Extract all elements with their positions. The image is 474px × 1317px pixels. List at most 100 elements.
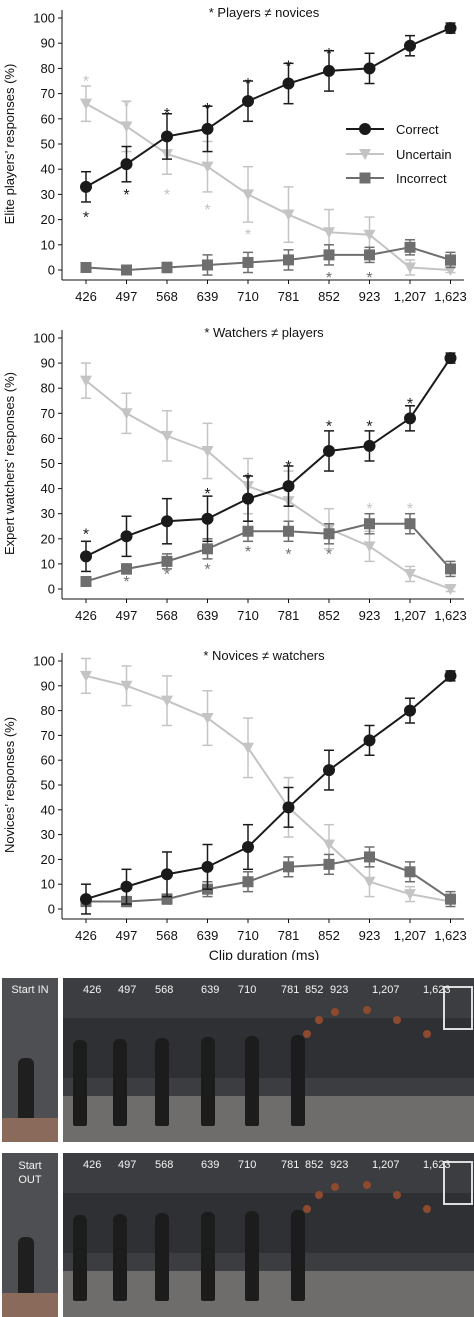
player-figure <box>201 1212 215 1301</box>
x-tick-label: 781 <box>278 928 300 943</box>
significance-star: * <box>164 566 170 583</box>
y-tick-label: 30 <box>41 187 55 202</box>
x-tick-label: 710 <box>237 289 259 304</box>
data-point <box>80 261 92 273</box>
data-point <box>364 249 375 261</box>
series-line <box>85 522 452 583</box>
significance-star: * <box>164 187 170 204</box>
significance-star: * <box>83 73 89 90</box>
data-point <box>201 122 214 135</box>
series-correct <box>80 22 457 203</box>
chart-title: * Players ≠ novices <box>209 5 320 20</box>
data-point <box>283 861 294 873</box>
y-tick-label: 60 <box>41 753 55 768</box>
start-in-photo: Start IN <box>2 978 58 1142</box>
significance-star: * <box>245 544 251 561</box>
data-point <box>201 161 214 173</box>
significance-star: * <box>204 561 210 578</box>
y-tick-label: 0 <box>48 582 55 597</box>
court-floor <box>63 1096 474 1142</box>
significance-star: * <box>366 270 372 287</box>
data-point <box>120 530 133 543</box>
data-point <box>444 22 457 35</box>
backboard <box>443 1161 473 1205</box>
y-tick-label: 70 <box>41 728 55 743</box>
data-point <box>242 525 254 537</box>
data-point <box>120 680 133 692</box>
frame-label: 710 <box>238 1159 257 1171</box>
y-tick-label: 90 <box>41 678 55 693</box>
player-figure <box>201 1037 215 1126</box>
data-point <box>242 189 254 201</box>
significance-star: * <box>285 459 291 476</box>
data-point <box>323 249 335 261</box>
series-line <box>86 855 452 903</box>
y-tick-label: 30 <box>41 506 55 521</box>
data-point <box>323 528 335 540</box>
chart-panel-2: 0 10 20 30 40 50 60 70 80 90 100 426 497 568 639 710 781… <box>2 325 467 623</box>
ball <box>303 1205 311 1213</box>
player-figure <box>18 1237 34 1303</box>
x-tick-label: 426 <box>75 289 97 304</box>
frame-label: 1,623 <box>423 1159 451 1171</box>
frame-label: 639 <box>201 1159 220 1171</box>
start-out-photo: Start OUT <box>2 1153 58 1317</box>
x-tick-label: 710 <box>237 608 259 623</box>
y-axis-label: Novices’ responses (%) <box>2 717 17 853</box>
frame-label: 852 <box>305 984 324 996</box>
significance-star: * <box>407 396 413 413</box>
data-point <box>80 550 92 563</box>
x-tick-label: 1,623 <box>434 289 467 304</box>
data-point <box>201 713 214 725</box>
data-point <box>323 858 335 870</box>
x-tick-label: 1,623 <box>434 608 467 623</box>
player-figure <box>113 1214 127 1301</box>
series-line <box>85 246 451 272</box>
y-axis-label: Expert watchers’ responses (%) <box>2 372 17 555</box>
start-in-frames: 426 497 568 639 710 781 852 923 1,207 1,623 <box>63 978 474 1142</box>
series-line <box>85 674 451 903</box>
data-point <box>242 95 254 108</box>
legend-marker <box>359 123 371 135</box>
data-point <box>120 880 133 893</box>
ball <box>331 1183 339 1191</box>
y-tick-label: 50 <box>41 137 55 152</box>
y-tick-label: 0 <box>48 902 55 917</box>
legend-label: Correct <box>396 122 439 137</box>
ball <box>363 1006 371 1014</box>
x-tick-label: 568 <box>156 608 178 623</box>
significance-star: * <box>366 501 372 518</box>
x-tick-label: 852 <box>318 928 340 943</box>
significance-star: * <box>245 471 251 488</box>
ball <box>363 1181 371 1189</box>
ball <box>423 1205 431 1213</box>
x-tick-label: 781 <box>278 608 300 623</box>
x-tick-label: 923 <box>359 928 381 943</box>
significance-star: * <box>164 106 170 123</box>
player-figure <box>73 1215 87 1301</box>
x-tick-label: 1,207 <box>394 289 427 304</box>
data-point <box>80 670 92 682</box>
x-tick-label: 1,207 <box>394 928 427 943</box>
significance-star: * <box>326 546 332 563</box>
y-tick-label: 10 <box>41 556 55 571</box>
y-tick-label: 60 <box>41 431 55 446</box>
data-point <box>363 62 376 75</box>
y-tick-label: 20 <box>41 531 55 546</box>
ball <box>315 1191 323 1199</box>
data-point <box>161 868 173 881</box>
data-point <box>323 444 335 457</box>
x-tick-label: 852 <box>318 608 340 623</box>
series-correct <box>80 669 457 915</box>
data-point <box>80 98 92 110</box>
series-line <box>85 357 452 558</box>
start-out-label: Start OUT <box>18 1160 42 1186</box>
x-tick-label: 568 <box>156 289 178 304</box>
frame-label: 710 <box>238 984 257 996</box>
frame-label: 852 <box>305 1159 324 1171</box>
x-tick-label: 923 <box>359 289 381 304</box>
significance-star: * <box>326 418 332 435</box>
data-point <box>121 264 132 276</box>
frame-label: 781 <box>281 1159 300 1171</box>
